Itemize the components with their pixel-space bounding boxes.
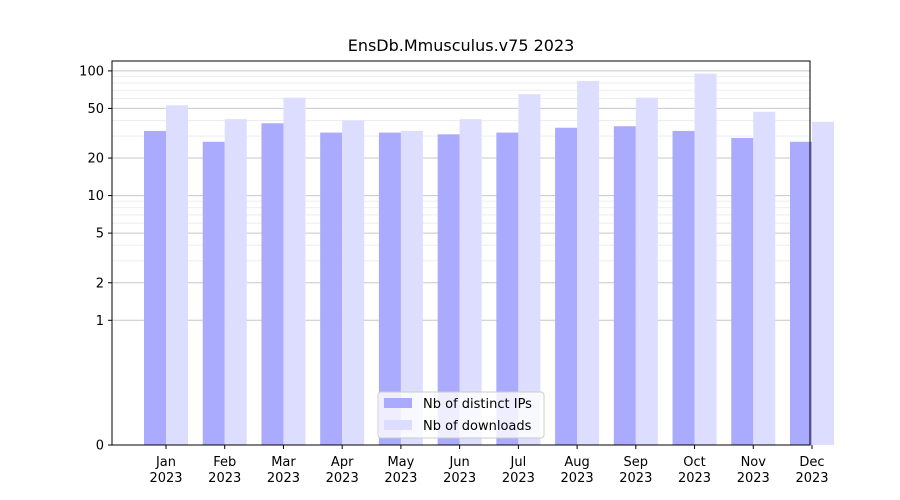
bar-downloads [635, 97, 658, 446]
x-tick-label: Nov 2023 [737, 455, 770, 486]
y-tick-label: 100 [79, 64, 104, 79]
bar-downloads [753, 111, 776, 445]
bar-downloads [459, 119, 482, 446]
bar-ips [378, 132, 401, 446]
bar-downloads [166, 105, 188, 446]
bar-ips [202, 141, 225, 445]
legend-label-ips: Nb of distinct IPs [423, 397, 532, 412]
bar-ips [672, 130, 695, 445]
x-tick-label: May 2023 [384, 455, 417, 486]
legend: Nb of distinct IPs Nb of downloads [377, 391, 545, 439]
x-tick-label: Dec 2023 [795, 455, 828, 486]
bar-downloads [812, 121, 834, 445]
y-tick-label: 0 [96, 439, 104, 454]
x-tick-label: Jun 2023 [443, 455, 476, 486]
y-tick-label: 20 [87, 152, 104, 167]
y-tick-label: 10 [87, 189, 104, 204]
bar-downloads [224, 119, 247, 446]
bar-ips [437, 134, 460, 445]
y-tick-label: 2 [96, 276, 104, 291]
y-tick-label: 5 [96, 227, 104, 242]
bar-ips [144, 130, 166, 445]
bar-downloads [400, 130, 423, 445]
x-tick-label: Apr 2023 [326, 455, 359, 486]
legend-label-downloads: Nb of downloads [423, 419, 532, 434]
bar-ips [555, 127, 578, 445]
x-tick-label: Sep 2023 [619, 455, 652, 486]
x-tick-label: Oct 2023 [678, 455, 711, 486]
bar-ips [261, 123, 284, 446]
legend-box [377, 391, 545, 439]
x-tick-label: Jul 2023 [502, 455, 535, 486]
bars-layer [144, 73, 834, 446]
bar-downloads [283, 97, 306, 446]
x-tick-label: Feb 2023 [208, 455, 241, 486]
bar-downloads [518, 94, 541, 445]
y-tick-label: 1 [96, 314, 104, 329]
bar-ips [731, 137, 754, 446]
bar-ips [496, 132, 519, 446]
plot-frame [111, 60, 811, 446]
legend-swatch-downloads [384, 420, 412, 430]
y-axis: 0 1 2 5 10 20 50 100 [79, 64, 112, 454]
bar-downloads [694, 73, 717, 446]
x-tick-label: Aug 2023 [561, 455, 594, 486]
legend-swatch-ips [384, 398, 412, 408]
x-tick-label: Jan 2023 [149, 455, 182, 486]
y-tick-label: 50 [87, 102, 104, 117]
x-tick-label: Mar 2023 [267, 455, 300, 486]
bar-downloads [342, 120, 365, 445]
bar-downloads [577, 80, 600, 445]
bar-ips [613, 126, 636, 446]
bar-ips [790, 141, 812, 445]
bar-ips [320, 132, 343, 446]
chart-title: EnsDb.Mmusculus.v75 2023 [348, 36, 575, 55]
x-axis: Jan 2023 Feb 2023 Mar 2023 Apr 2023 May 2023 Jun 20… [149, 445, 829, 486]
